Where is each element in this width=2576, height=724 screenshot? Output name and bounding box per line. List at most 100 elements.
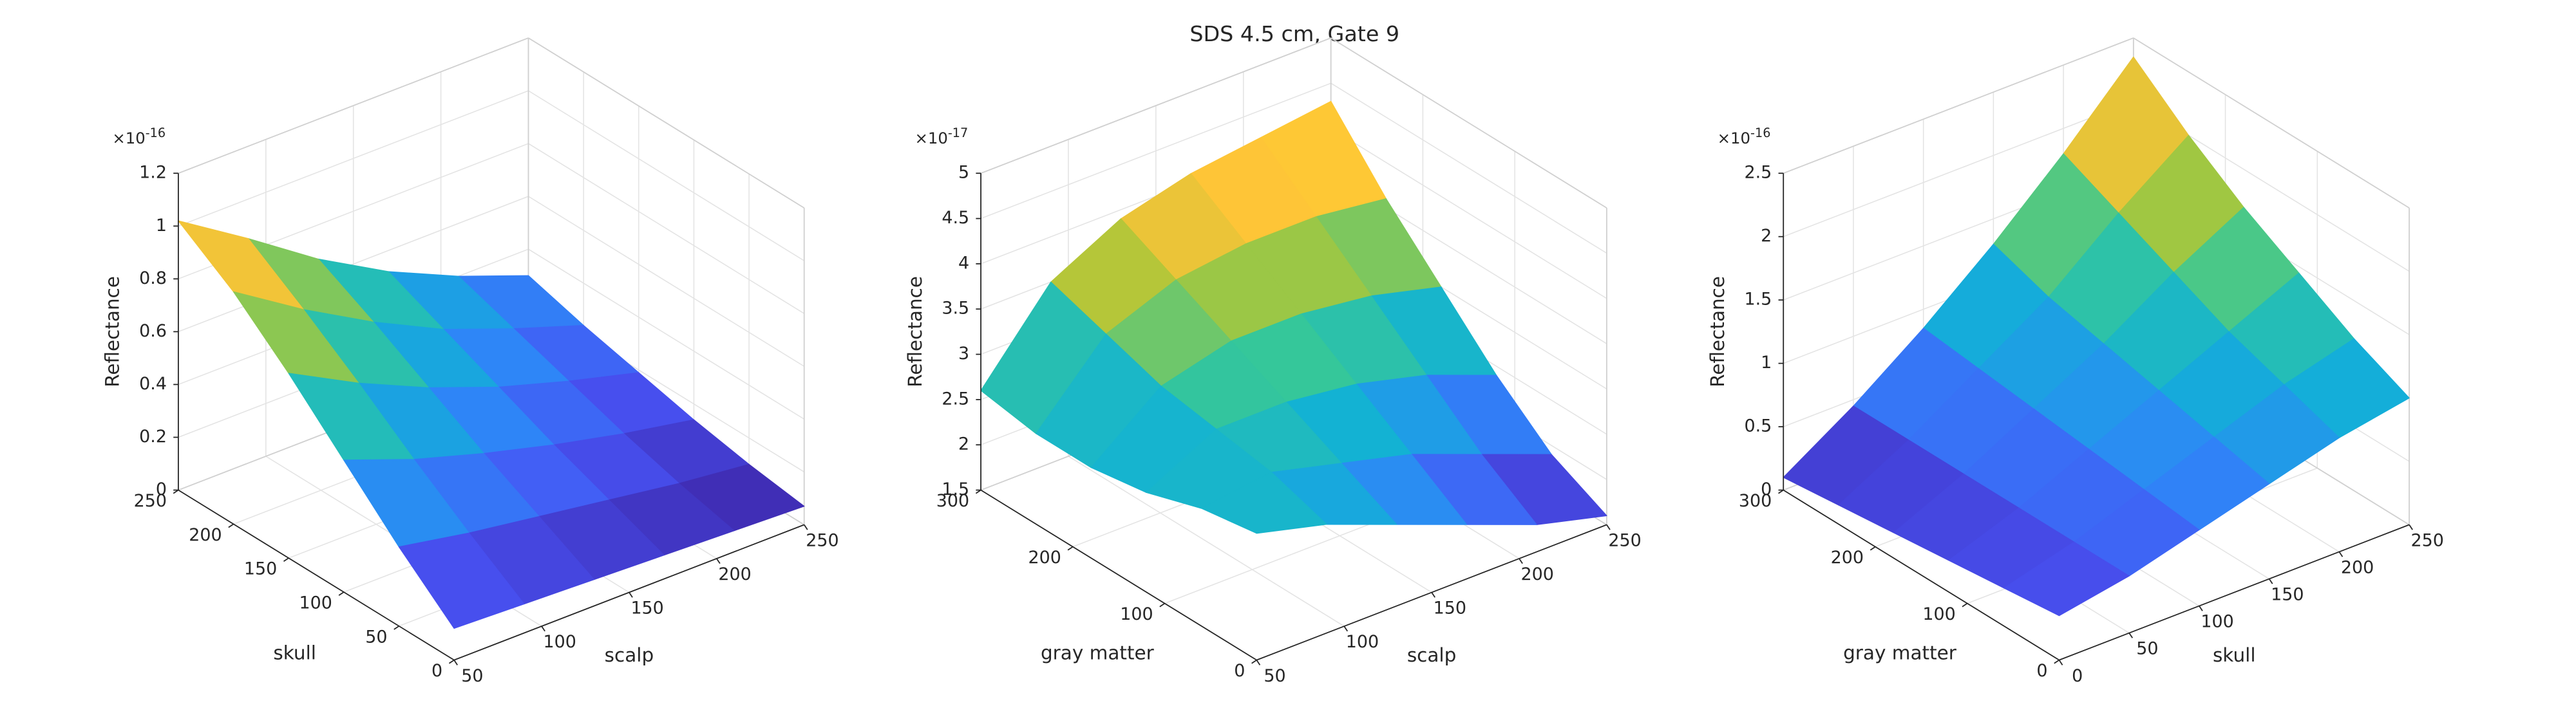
x-tick-label: 50: [2136, 639, 2158, 659]
x-axis-label: scalp: [1407, 644, 1457, 666]
box-edge: [2133, 37, 2410, 209]
y-axis-label: skull: [273, 642, 316, 664]
z-tick-label: 3.5: [942, 299, 969, 319]
z-tick-label: 4: [958, 253, 969, 273]
box-edge: [528, 37, 805, 209]
grid-line: [1331, 127, 1607, 299]
y-tick: [1159, 602, 1166, 608]
z-tick-label: 4.5: [942, 208, 969, 228]
y-tick-label: 100: [1120, 604, 1153, 624]
y-tick: [2054, 659, 2060, 664]
x-tick-label: 150: [1434, 599, 1466, 618]
x-tick-label: 0: [2072, 666, 2083, 686]
z-tick-label: 5: [958, 163, 969, 183]
x-tick: [2199, 606, 2203, 611]
x-tick-label: 100: [2201, 612, 2233, 632]
z-tick-label: 0: [1761, 479, 1772, 499]
y-tick-label: 50: [365, 627, 387, 647]
x-tick: [2268, 578, 2273, 584]
y-tick: [228, 523, 234, 528]
y-tick: [393, 626, 399, 630]
x-tick: [541, 626, 545, 632]
x-axis-label: skull: [2213, 644, 2256, 666]
x-tick: [453, 660, 459, 665]
z-multiplier-base: ×10: [112, 129, 145, 147]
y-tick: [1962, 602, 1968, 608]
y-axis: [178, 489, 455, 661]
x-tick-label: 50: [1264, 666, 1285, 686]
x-tick-label: 200: [2341, 558, 2374, 578]
box-edge: [1783, 37, 2134, 174]
x-tick: [716, 558, 721, 564]
x-axis-label: scalp: [605, 644, 654, 666]
y-tick-label: 300: [1739, 491, 1772, 511]
z-multiplier: ×10-16: [112, 125, 166, 147]
grid-line: [178, 196, 529, 333]
z-tick-label: 0.2: [139, 427, 167, 447]
x-axis: [2059, 524, 2410, 661]
surface-patch: [1200, 472, 1327, 534]
grid-line: [528, 90, 805, 261]
grid-line: [1783, 100, 2134, 237]
z-axis-label: Reflectance: [102, 276, 124, 387]
x-tick-label: 100: [1346, 632, 1379, 652]
x-tick: [1256, 660, 1261, 665]
x-tick-label: 100: [544, 632, 576, 652]
y-tick-label: 100: [1922, 604, 1955, 624]
y-tick: [338, 591, 345, 596]
grid-line: [528, 248, 805, 420]
box-edge: [1331, 37, 1607, 209]
z-tick-label: 0.4: [139, 374, 167, 394]
z-tick-label: 1: [156, 216, 167, 236]
y-tick-label: 300: [936, 491, 969, 511]
x-tick-label: 250: [2411, 531, 2444, 551]
grid-line: [528, 196, 805, 367]
x-tick-label: 250: [1608, 531, 1641, 551]
x-tick-label: 150: [630, 599, 663, 618]
x-tick: [629, 592, 633, 598]
x-tick-label: 50: [461, 666, 483, 686]
y-axis: [980, 489, 1257, 661]
z-tick-label: 0.8: [139, 268, 167, 288]
y-tick: [1251, 659, 1257, 664]
z-axis-label: Reflectance: [1707, 276, 1728, 387]
z-multiplier-exponent: -16: [1750, 125, 1770, 140]
z-tick-label: 1.5: [1744, 290, 1772, 310]
y-tick: [283, 557, 289, 562]
y-tick-label: 200: [1028, 548, 1061, 568]
x-tick-label: 250: [806, 531, 838, 551]
grid-line: [1331, 82, 1607, 254]
z-multiplier-base: ×10: [915, 129, 948, 147]
box-edge: [980, 37, 1331, 174]
z-tick-label: 2: [958, 434, 969, 454]
x-tick: [2338, 551, 2344, 557]
z-tick-label: 1: [1761, 353, 1772, 373]
z-tick-label: 2.5: [942, 389, 969, 409]
surface-patch: [2003, 541, 2130, 617]
y-tick-label: 100: [299, 593, 332, 613]
y-tick-label: 0: [1234, 661, 1245, 681]
y-tick: [448, 659, 455, 664]
x-tick: [2058, 660, 2063, 665]
y-axis-label: gray matter: [1843, 642, 1957, 664]
z-multiplier-base: ×10: [1718, 129, 1750, 147]
box-edge: [178, 37, 529, 174]
y-axis-label: gray matter: [1041, 642, 1155, 664]
y-tick-label: 250: [134, 491, 167, 511]
y-tick: [1870, 546, 1876, 551]
x-tick: [803, 524, 808, 530]
z-multiplier-exponent: -16: [146, 125, 166, 140]
grid-line: [528, 143, 805, 314]
z-tick-label: 3: [958, 344, 969, 364]
y-axis: [1783, 489, 2060, 661]
z-tick-label: 2.5: [1744, 163, 1772, 183]
y-tick-label: 200: [1831, 548, 1864, 568]
z-tick-label: 0.6: [139, 321, 167, 341]
x-tick: [1606, 524, 1611, 530]
y-tick-label: 200: [189, 525, 222, 545]
y-tick-label: 0: [431, 661, 442, 681]
z-tick-label: 0: [156, 479, 167, 499]
x-tick-label: 200: [718, 564, 751, 584]
y-tick-label: 150: [244, 559, 277, 579]
